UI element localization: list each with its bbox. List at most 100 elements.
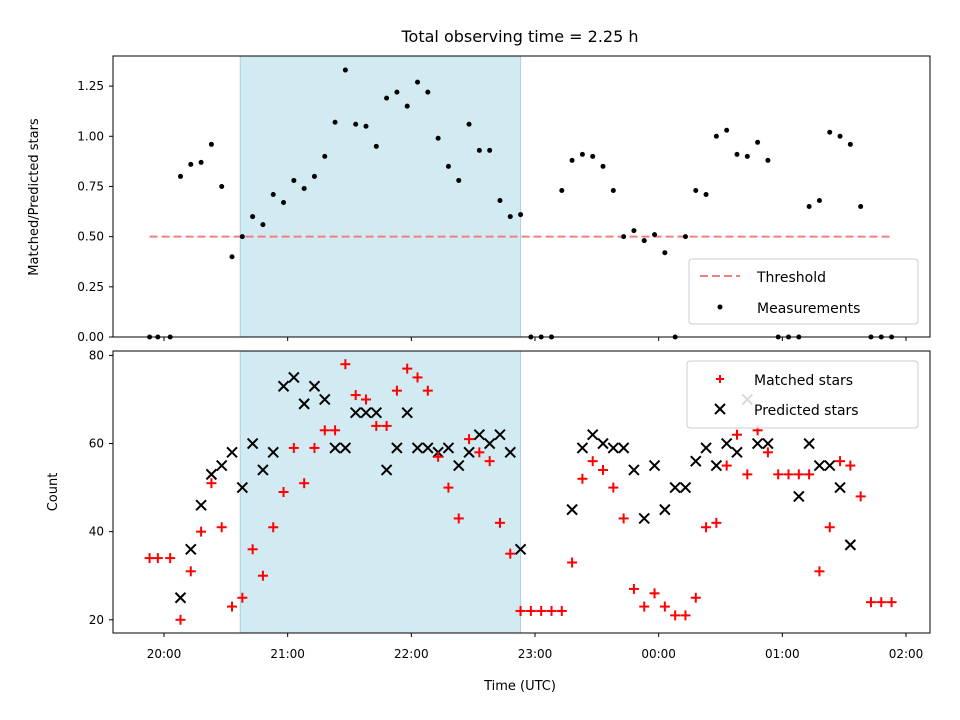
top-plot-marks <box>147 67 895 340</box>
bottom-x-tick-label: 02:00 <box>889 647 924 661</box>
matched-star-mark <box>443 482 454 493</box>
measurement-point <box>682 234 688 240</box>
matched-star-mark <box>474 447 485 458</box>
matched-star-mark <box>505 548 516 559</box>
measurement-point <box>518 212 524 218</box>
top-y-tick-label: 1.00 <box>77 129 104 143</box>
measurement-point <box>342 67 348 73</box>
matched-star-mark <box>453 513 464 524</box>
measurement-point <box>404 103 410 109</box>
measurement-point <box>332 119 338 125</box>
measurement-point <box>806 204 812 210</box>
matched-star-mark <box>391 385 402 396</box>
matched-star-mark <box>865 597 876 608</box>
matched-star-mark <box>402 363 413 374</box>
threshold-legend-label: Threshold <box>756 270 826 286</box>
measurement-point <box>662 250 668 256</box>
bottom-y-tick-label: 40 <box>89 525 104 539</box>
measurement-point <box>353 121 359 127</box>
matched-star-mark <box>793 469 804 480</box>
matched-star-mark <box>494 517 505 528</box>
predicted-star-mark <box>597 437 609 450</box>
matched-star-mark <box>268 522 279 533</box>
predicted-star-mark <box>793 490 805 503</box>
predicted-star-mark <box>463 446 475 459</box>
matched-star-mark <box>206 478 217 489</box>
measurement-point <box>301 185 307 191</box>
matched-star-mark <box>422 385 433 396</box>
measurement-point <box>435 135 441 141</box>
predicted-star-mark <box>576 442 589 454</box>
matched-stars-legend-swatch <box>716 375 724 383</box>
measurement-point <box>281 200 287 206</box>
predicted-star-mark <box>648 459 661 472</box>
predicted-star-mark <box>587 429 599 441</box>
bottom-y-tick-label: 80 <box>89 348 104 362</box>
measurement-point <box>373 143 379 149</box>
matched-star-mark <box>701 522 712 533</box>
matched-star-mark <box>824 522 835 533</box>
top-y-tick-label: 1.25 <box>77 79 104 93</box>
predicted-star-mark <box>607 442 620 454</box>
matched-star-mark <box>175 614 186 625</box>
predicted-star-mark <box>401 406 413 419</box>
matched-star-mark <box>567 557 578 568</box>
matched-star-mark <box>536 605 547 616</box>
predicted-star-mark <box>391 442 403 454</box>
matched-star-mark <box>216 522 227 533</box>
measurement-point <box>291 177 297 183</box>
measurement-point <box>837 133 843 139</box>
matched-star-mark <box>525 605 536 616</box>
top-axes-frame <box>112 55 931 338</box>
measurement-point <box>600 163 606 169</box>
matched-star-mark <box>340 359 351 370</box>
measurement-point <box>755 139 761 145</box>
measurement-point <box>816 198 822 204</box>
measurement-point <box>322 153 328 159</box>
bottom-y-axis-label: Count <box>46 473 61 512</box>
predicted-stars-legend-label: Predicted stars <box>754 403 859 419</box>
matched-star-mark <box>412 372 423 383</box>
measurement-point <box>724 127 730 133</box>
matched-star-mark <box>278 487 289 497</box>
matched-star-mark <box>196 526 207 537</box>
measurement-point <box>239 234 245 240</box>
matched-star-mark <box>165 553 176 564</box>
measurement-point <box>713 133 719 139</box>
measurement-point <box>208 141 214 147</box>
bottom-axes-frame <box>112 350 931 634</box>
predicted-star-mark <box>690 455 702 467</box>
predicted-star-mark <box>277 380 290 392</box>
matched-star-mark <box>299 478 310 489</box>
measurement-point <box>631 228 637 234</box>
measurement-point <box>744 153 750 159</box>
measurement-point <box>198 159 204 165</box>
measurements-legend-swatch <box>717 304 723 310</box>
predicted-star-mark <box>329 442 341 454</box>
bottom-y-ticks: 20 40 60 80 <box>89 348 113 627</box>
measurement-point <box>507 214 513 220</box>
predicted-star-mark <box>731 446 743 459</box>
predicted-star-mark <box>813 459 826 472</box>
measurement-point <box>425 89 431 95</box>
measurement-point <box>188 161 194 167</box>
matched-star-mark <box>659 601 670 612</box>
predicted-star-mark <box>380 464 393 476</box>
matched-star-mark <box>381 420 392 431</box>
matched-star-mark <box>649 588 660 599</box>
predicted-star-mark <box>659 503 671 516</box>
predicted-star-mark <box>319 393 331 406</box>
matched-star-mark <box>237 592 248 603</box>
predicted-star-mark <box>473 429 486 441</box>
matched-star-mark <box>227 601 238 612</box>
predicted-star-mark <box>226 446 238 459</box>
matched-star-mark <box>556 605 567 616</box>
top-legend-box <box>688 258 919 325</box>
measurement-point <box>497 198 503 204</box>
matched-star-mark <box>515 605 526 616</box>
top-y-tick-label: 0.25 <box>77 280 104 294</box>
predicted-star-mark <box>257 464 269 476</box>
bottom-x-tick-label: 21:00 <box>270 647 305 661</box>
chart-title: Total observing time = 2.25 h <box>400 27 638 46</box>
matched-star-mark <box>598 464 609 475</box>
